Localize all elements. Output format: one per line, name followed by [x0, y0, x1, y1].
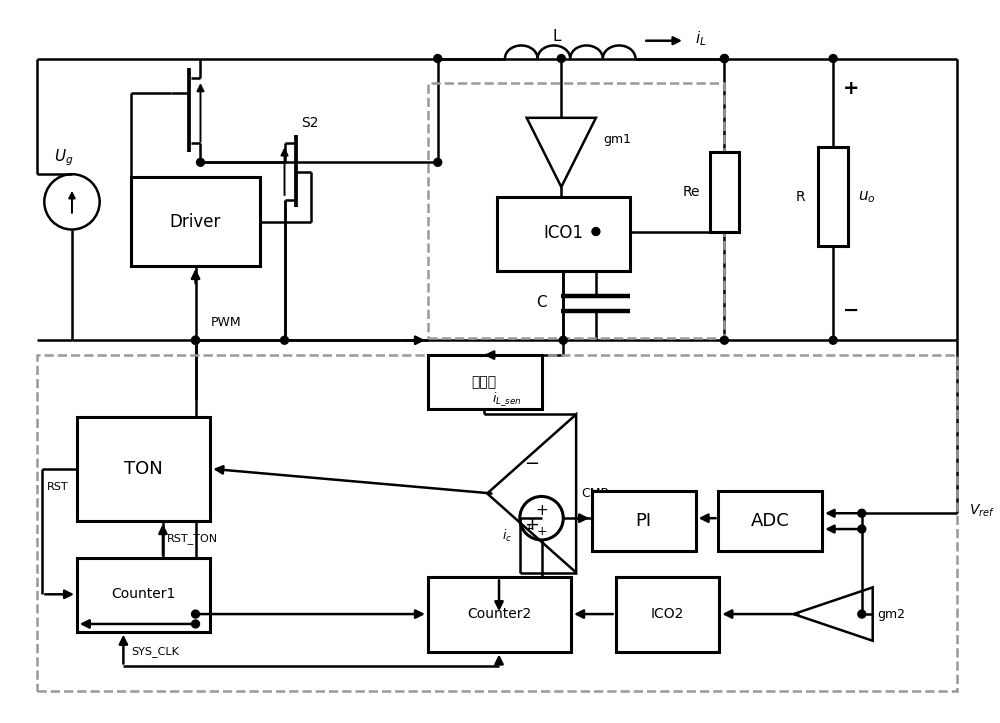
Text: −: −	[524, 455, 539, 473]
Text: Re: Re	[682, 185, 700, 199]
Bar	[37, 355, 957, 691]
Bar	[77, 417, 210, 521]
Circle shape	[559, 336, 567, 344]
Circle shape	[192, 336, 199, 344]
Text: ADC: ADC	[751, 512, 789, 530]
Text: L: L	[552, 29, 561, 44]
Bar	[428, 355, 542, 409]
Circle shape	[192, 610, 199, 618]
Text: gm1: gm1	[603, 133, 631, 146]
Text: R: R	[796, 190, 805, 204]
Text: PI: PI	[635, 512, 651, 530]
Circle shape	[858, 525, 866, 533]
Text: $i_{L\_sen}$: $i_{L\_sen}$	[492, 390, 522, 408]
Text: C: C	[536, 295, 546, 310]
Bar	[718, 492, 822, 551]
Circle shape	[858, 610, 866, 618]
Circle shape	[829, 54, 837, 62]
Bar	[428, 83, 724, 338]
Text: RST: RST	[47, 482, 69, 492]
Text: +: +	[536, 524, 547, 537]
Bar	[818, 147, 848, 247]
Text: +: +	[535, 502, 548, 518]
Circle shape	[434, 54, 442, 62]
Circle shape	[720, 54, 728, 62]
Text: Driver: Driver	[170, 213, 221, 231]
Text: S1: S1	[208, 175, 226, 189]
Bar	[616, 578, 719, 651]
Circle shape	[858, 509, 866, 517]
Bar	[77, 557, 210, 632]
Text: +: +	[523, 521, 534, 534]
Bar	[592, 492, 696, 551]
Text: +: +	[524, 516, 539, 534]
Circle shape	[434, 158, 442, 166]
Text: ICO1: ICO1	[543, 224, 583, 242]
Circle shape	[829, 336, 837, 344]
Circle shape	[197, 158, 204, 166]
Text: $U_g$: $U_g$	[54, 147, 74, 168]
Circle shape	[192, 620, 199, 628]
Bar	[497, 197, 630, 271]
Text: ICO2: ICO2	[650, 607, 684, 621]
Text: +: +	[843, 79, 859, 98]
Bar	[131, 177, 260, 266]
Circle shape	[281, 336, 288, 344]
Circle shape	[192, 336, 199, 344]
Text: $u_o$: $u_o$	[858, 189, 876, 205]
Text: −: −	[843, 301, 859, 320]
Text: S2: S2	[301, 116, 319, 129]
Text: TON: TON	[124, 460, 163, 478]
Text: CMP: CMP	[581, 487, 608, 500]
Text: 滤波器: 滤波器	[472, 375, 497, 389]
Text: RST_TON: RST_TON	[167, 534, 218, 544]
Text: $V_{ref}$: $V_{ref}$	[969, 503, 995, 519]
Circle shape	[720, 54, 728, 62]
Circle shape	[592, 228, 600, 236]
Text: gm2: gm2	[878, 607, 906, 620]
Bar	[710, 153, 739, 231]
Text: Counter1: Counter1	[111, 587, 175, 602]
Circle shape	[720, 336, 728, 344]
Text: PWM: PWM	[210, 316, 241, 329]
Text: $i_L$: $i_L$	[695, 30, 706, 48]
Text: $i_c$: $i_c$	[502, 528, 512, 544]
Text: Counter2: Counter2	[467, 607, 531, 621]
Text: SYS_CLK: SYS_CLK	[131, 646, 179, 657]
Bar	[428, 578, 571, 651]
Circle shape	[557, 54, 565, 62]
